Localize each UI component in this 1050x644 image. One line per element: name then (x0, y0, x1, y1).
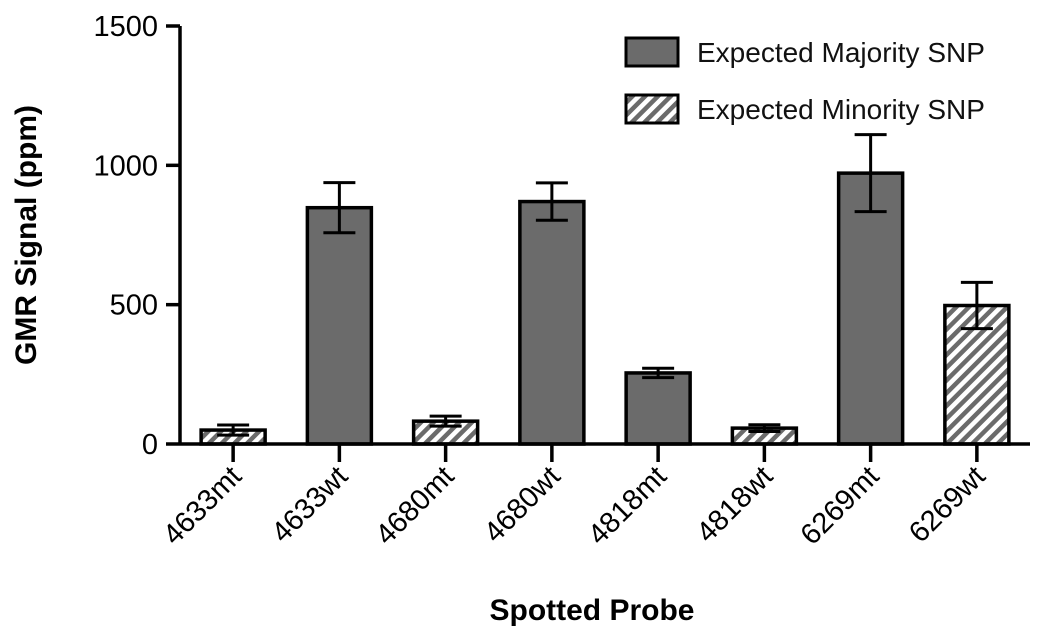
y-tick-label: 1500 (93, 11, 158, 43)
x-tick-label-4633wt: 4633wt (266, 460, 355, 549)
legend-swatch-minority (624, 93, 680, 125)
x-tick-label-4818wt: 4818wt (691, 460, 780, 549)
y-axis-title: GMR Signal (ppm) (10, 105, 43, 365)
x-tick-label-4633mt: 4633mt (157, 460, 248, 551)
legend-swatch-majority (624, 36, 680, 68)
x-axis: 4633mt 4633wt 4680mt 4680wt 4818mt 4818wt 6269… (157, 442, 1030, 551)
x-axis-title: Spotted Probe (489, 594, 694, 627)
legend: Expected Majority SNP Expected Minority … (624, 36, 985, 125)
x-tick-label-4680wt: 4680wt (478, 460, 567, 549)
x-tick-label-4818mt: 4818mt (582, 460, 673, 551)
x-tick-label-6269wt: 6269wt (903, 460, 992, 549)
bar-6269mt (836, 171, 905, 446)
bar-4680wt (518, 199, 586, 446)
y-tick-label: 0 (142, 429, 158, 461)
bar-4633wt (305, 205, 374, 446)
y-tick-label: 500 (110, 290, 158, 322)
legend-label-majority: Expected Majority SNP (697, 37, 985, 68)
y-axis: 0 500 1000 1500 (93, 11, 182, 461)
x-tick-label-4680mt: 4680mt (370, 460, 461, 551)
bars-group (199, 133, 1011, 446)
x-tick-label-6269mt: 6269mt (795, 460, 886, 551)
y-tick-label: 1000 (93, 150, 158, 182)
legend-label-minority: Expected Minority SNP (697, 94, 985, 125)
bar-4818mt (624, 371, 692, 446)
